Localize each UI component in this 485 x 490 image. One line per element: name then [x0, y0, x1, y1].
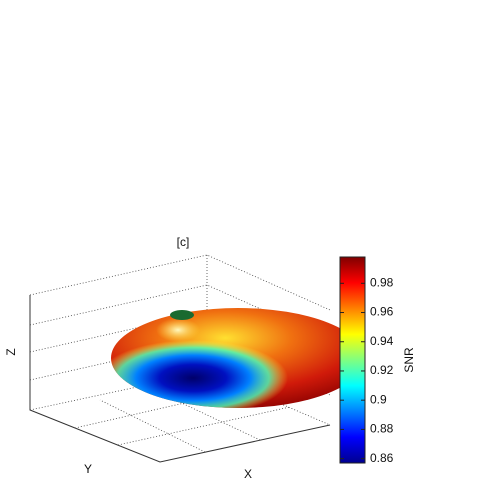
colorbar-label: SNR	[402, 347, 416, 373]
colorbar-tick-label: 0.92	[370, 363, 394, 377]
colorbar-tick-label: 0.94	[370, 334, 394, 348]
colorbar	[339, 256, 366, 464]
z-axis-label: Z	[4, 348, 18, 355]
colorbar-tick-label: 0.88	[370, 422, 394, 436]
colorbar-tick-label: 0.86	[370, 451, 394, 465]
y-axis-label: Y	[84, 462, 92, 476]
colorbar-tick-label: 0.98	[370, 275, 394, 289]
colorbar-tick-label: 0.96	[370, 305, 394, 319]
chart-title: [c]	[177, 235, 190, 249]
x-axis-label: X	[244, 467, 252, 481]
surface	[111, 308, 365, 408]
axes-box	[29, 254, 331, 463]
colorbar-tick-label: 0.9	[370, 392, 387, 406]
